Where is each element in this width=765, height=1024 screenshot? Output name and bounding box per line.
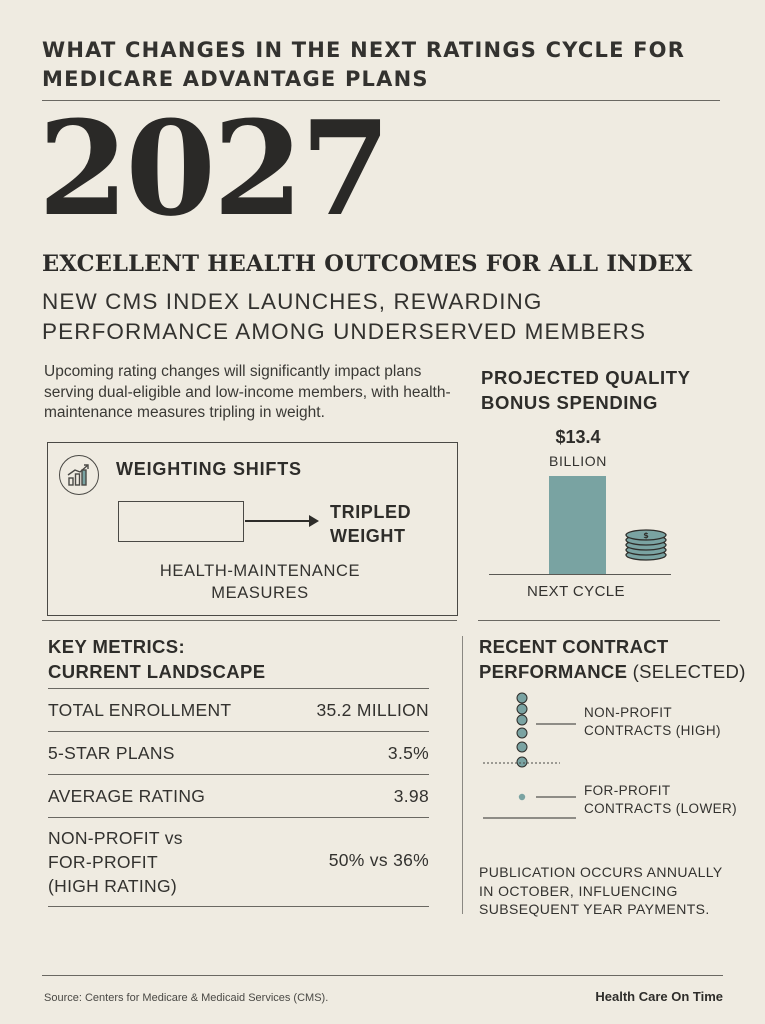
metric-label: 5-STAR PLANS (48, 743, 175, 763)
source-citation: Source: Centers for Medicare & Medicaid … (44, 992, 329, 1004)
forprofit-line-2: CONTRACTS (LOWER) (584, 801, 738, 816)
forprofit-line-1: FOR-PROFIT (584, 783, 671, 798)
svg-text:$: $ (643, 531, 649, 540)
publication-note: PUBLICATION OCCURS ANNUALLY IN OCTOBER, … (479, 864, 723, 917)
section-divider-right (478, 620, 720, 621)
coin-stack-icon: $ (620, 524, 672, 562)
forprofit-contracts-label: FOR-PROFIT CONTRACTS (LOWER) (584, 782, 737, 818)
metric-value: 50% vs 36% (328, 850, 429, 870)
brand-name: Health Care On Time (595, 989, 723, 1004)
metrics-top-rule (48, 688, 429, 689)
metric-label: AVERAGE RATING (48, 786, 206, 806)
measure-box (118, 501, 244, 542)
kicker-headline: WHAT CHANGES IN THE NEXT RATINGS CYCLE F… (42, 38, 686, 91)
nonprofit-dot (516, 714, 528, 726)
contract-dot-plot (480, 690, 600, 830)
bonus-chart-title: PROJECTED QUALITY BONUS SPENDING (481, 366, 691, 415)
subheadline: NEW CMS INDEX LAUNCHES, REWARDING PERFOR… (42, 289, 647, 344)
metric-label-line: NON-PROFIT vs (48, 828, 183, 848)
bar-value-label: $13.4 (555, 427, 601, 447)
nonprofit-contracts-label: NON-PROFIT CONTRACTS (HIGH) (584, 704, 721, 740)
year-display: 2027 (38, 92, 391, 245)
metric-label: NON-PROFIT vs FOR-PROFIT (HIGH RATING) (48, 818, 183, 898)
key-metrics-line-2: CURRENT LANDSCAPE (48, 661, 266, 682)
measure-line-2: MEASURES (211, 584, 309, 602)
growth-chart-icon (59, 455, 99, 495)
tripled-line: TRIPLED (330, 502, 412, 522)
weighting-shifts-panel (47, 442, 458, 616)
contract-title-line-2: PERFORMANCE (479, 661, 628, 682)
bar-next-cycle (549, 476, 606, 574)
arrow-right-icon (309, 515, 319, 527)
contract-title-suffix: (SELECTED) (627, 661, 746, 682)
metric-row-profit-comparison: NON-PROFIT vs FOR-PROFIT (HIGH RATING) 5… (48, 818, 429, 907)
bar-unit-label: BILLION (549, 453, 607, 469)
metric-row-enrollment: TOTAL ENROLLMENT 35.2 MILLION (48, 689, 429, 732)
intro-paragraph: Upcoming rating changes will significant… (44, 363, 451, 421)
nonprofit-dot (516, 727, 528, 739)
index-title: EXCELLENT HEALTH OUTCOMES FOR ALL INDEX (42, 251, 693, 277)
nonprofit-dot (516, 692, 528, 704)
nonprofit-dot (516, 703, 528, 715)
key-metrics-title: KEY METRICS: CURRENT LANDSCAPE (48, 634, 266, 684)
weight-line: WEIGHT (330, 526, 406, 546)
section-divider-left (42, 620, 457, 621)
contract-title-line-1: RECENT CONTRACT (479, 636, 669, 657)
metric-value: 3.98 (393, 785, 429, 806)
nonprofit-dot (516, 741, 528, 753)
forprofit-dot (518, 793, 526, 801)
metric-label-line: (HIGH RATING) (48, 876, 177, 896)
nonprofit-dot (516, 756, 528, 768)
nonprofit-line-1: NON-PROFIT (584, 705, 672, 720)
arrow-line (245, 520, 313, 522)
metric-label: TOTAL ENROLLMENT (48, 700, 232, 720)
metric-row-average-rating: AVERAGE RATING 3.98 (48, 775, 429, 818)
tripled-weight-label: TRIPLED WEIGHT (330, 500, 411, 548)
bonus-title-line-1: PROJECTED QUALITY (481, 367, 691, 388)
bonus-title-line-2: BONUS SPENDING (481, 391, 658, 413)
weighting-shifts-title: WEIGHTING SHIFTS (116, 459, 302, 479)
metric-value: 3.5% (387, 742, 429, 763)
metric-row-five-star: 5-STAR PLANS 3.5% (48, 732, 429, 775)
metric-label-line: FOR-PROFIT (48, 852, 158, 872)
contract-performance-title: RECENT CONTRACT PERFORMANCE (SELECTED) (479, 634, 746, 684)
column-divider (462, 636, 463, 914)
chart-baseline (489, 574, 671, 575)
bar-category-label: NEXT CYCLE (527, 583, 625, 600)
key-metrics-line-1: KEY METRICS: (48, 636, 186, 657)
header-divider (42, 100, 720, 101)
nonprofit-line-2: CONTRACTS (HIGH) (584, 723, 721, 738)
metric-value: 35.2 MILLION (316, 699, 429, 720)
measure-line-1: HEALTH-MAINTENANCE (159, 562, 361, 580)
footer-divider (42, 975, 723, 976)
health-maintenance-label: HEALTH-MAINTENANCE MEASURES (140, 560, 380, 604)
